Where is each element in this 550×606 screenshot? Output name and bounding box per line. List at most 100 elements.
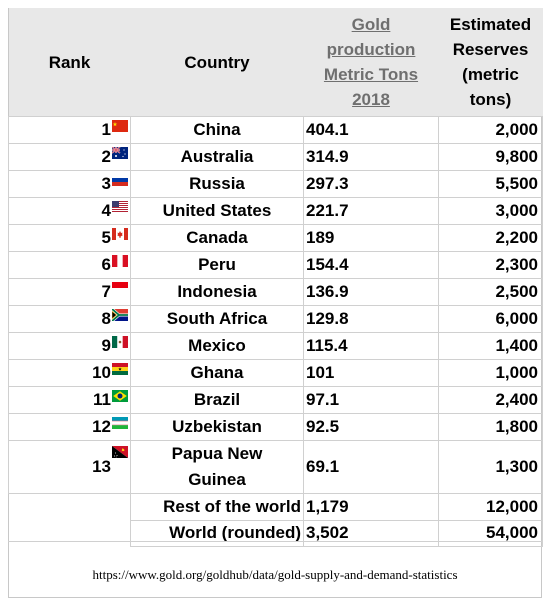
gold-production-cell: 136.9 bbox=[303, 278, 439, 306]
gold-production-cell: 115.4 bbox=[303, 332, 439, 360]
total-reserves-cell: 12,000 bbox=[438, 493, 543, 521]
south-africa-flag-icon bbox=[111, 306, 128, 322]
rank-header: Rank bbox=[8, 8, 131, 117]
country-name: Uzbekistan bbox=[172, 417, 262, 436]
country-cell: Russia bbox=[130, 170, 304, 198]
rank-number: 2 bbox=[101, 147, 111, 167]
country-cell: United States bbox=[130, 197, 304, 225]
usa-flag-icon bbox=[112, 198, 128, 213]
rank-number: 8 bbox=[101, 309, 111, 329]
rank-cell: 10 bbox=[8, 359, 131, 387]
reserves-header-line: Reserves bbox=[452, 40, 529, 59]
country-name: China bbox=[193, 120, 241, 139]
rank-cell: 5 bbox=[8, 224, 131, 252]
table-row: 5 Canada 189 2,200 bbox=[8, 224, 543, 252]
country-name: Russia bbox=[189, 174, 245, 193]
table-row: 8 South Africa 129.8 6,000 bbox=[8, 305, 543, 333]
table-row: 7 Indonesia 136.9 2,500 bbox=[8, 278, 543, 306]
table-row: 4 United States 221.7 3,000 bbox=[8, 197, 543, 225]
country-cell: Brazil bbox=[130, 386, 304, 414]
canada-flag-icon bbox=[112, 225, 128, 240]
ghana-flag-icon bbox=[112, 360, 128, 375]
country-cell: Canada bbox=[130, 224, 304, 252]
rank-cell: 1 bbox=[8, 116, 131, 144]
reserves-cell: 2,000 bbox=[438, 116, 543, 144]
reserves-header: Estimated Reserves (metric tons) bbox=[438, 8, 543, 117]
reserves-cell: 5,500 bbox=[438, 170, 543, 198]
reserves-cell: 6,000 bbox=[438, 305, 543, 333]
gold-header-line[interactable]: Metric Tons bbox=[323, 65, 419, 84]
country-cell: South Africa bbox=[130, 305, 304, 333]
rank-number: 13 bbox=[92, 457, 111, 477]
rank-number: 1 bbox=[101, 120, 111, 140]
rank-number: 6 bbox=[101, 255, 111, 275]
total-reserves-cell: 54,000 bbox=[438, 519, 543, 547]
reserves-header-line: tons) bbox=[469, 90, 512, 109]
rank-cell: 4 bbox=[8, 197, 131, 225]
reserves-header-line: Estimated bbox=[449, 15, 532, 34]
gold-production-cell: 101 bbox=[303, 359, 439, 387]
total-row: Rest of the world 1,179 12,000 bbox=[8, 493, 543, 521]
reserves-cell: 1,800 bbox=[438, 413, 543, 441]
gold-production-cell: 69.1 bbox=[303, 440, 439, 494]
total-row: World (rounded) 3,502 54,000 bbox=[8, 519, 543, 547]
peru-flag-icon bbox=[112, 252, 128, 267]
reserves-cell: 2,500 bbox=[438, 278, 543, 306]
table-row: 9 Mexico 115.4 1,400 bbox=[8, 332, 543, 360]
gold-production-table: Rank Country Gold production Metric Tons… bbox=[8, 8, 543, 547]
brazil-flag-icon bbox=[112, 387, 128, 402]
rank-cell: 2 bbox=[8, 143, 131, 171]
rank-cell: 3 bbox=[8, 170, 131, 198]
reserves-cell: 1,400 bbox=[438, 332, 543, 360]
china-flag-icon bbox=[112, 117, 128, 132]
table-row: 10 Ghana 101 1,000 bbox=[8, 359, 543, 387]
table-row: 11 Brazil 97.1 2,400 bbox=[8, 386, 543, 414]
rank-cell: 6 bbox=[8, 251, 131, 279]
gold-production-cell: 221.7 bbox=[303, 197, 439, 225]
total-gold-cell: 1,179 bbox=[303, 493, 439, 521]
reserves-cell: 3,000 bbox=[438, 197, 543, 225]
reserves-cell: 2,400 bbox=[438, 386, 543, 414]
empty-cell bbox=[8, 493, 131, 520]
total-gold-cell: 3,502 bbox=[303, 519, 439, 547]
gold-header-line[interactable]: production bbox=[326, 40, 416, 59]
table-body: 1 China 404.1 2,000 2 Australia 314.9 9,800 3 Rus… bbox=[8, 116, 543, 547]
country-cell: Uzbekistan bbox=[130, 413, 304, 441]
reserves-cell: 9,800 bbox=[438, 143, 543, 171]
country-cell: China bbox=[130, 116, 304, 144]
rank-number: 11 bbox=[93, 390, 111, 410]
table-row: 13 Papua New Guinea 69.1 1,300 bbox=[8, 440, 543, 494]
gold-production-cell: 154.4 bbox=[303, 251, 439, 279]
empty-cell bbox=[8, 520, 131, 547]
total-label: Rest of the world bbox=[130, 493, 304, 521]
gold-production-cell: 189 bbox=[303, 224, 439, 252]
rank-cell: 11 bbox=[8, 386, 131, 414]
gold-production-cell: 314.9 bbox=[303, 143, 439, 171]
country-cell: Indonesia bbox=[130, 278, 304, 306]
table-row: 1 China 404.1 2,000 bbox=[8, 116, 543, 144]
rank-cell: 7 bbox=[8, 278, 131, 306]
country-name: Indonesia bbox=[177, 282, 257, 301]
header-row: Rank Country Gold production Metric Tons… bbox=[8, 8, 543, 117]
country-name: Ghana bbox=[190, 363, 244, 382]
country-cell: Mexico bbox=[130, 332, 304, 360]
gold-production-cell: 92.5 bbox=[303, 413, 439, 441]
gold-header-line[interactable]: 2018 bbox=[352, 90, 390, 109]
country-name: Peru bbox=[198, 255, 236, 274]
rank-cell: 8 bbox=[8, 305, 131, 333]
country-header: Country bbox=[130, 8, 304, 117]
rank-cell: 12 bbox=[8, 413, 131, 441]
gold-header-line[interactable]: Gold bbox=[351, 15, 391, 34]
reserves-cell: 2,300 bbox=[438, 251, 543, 279]
table-row: 2 Australia 314.9 9,800 bbox=[8, 143, 543, 171]
rank-number: 12 bbox=[92, 417, 111, 437]
country-cell: Peru bbox=[130, 251, 304, 279]
country-name: United States bbox=[162, 201, 272, 220]
reserves-header-line: (metric bbox=[462, 65, 519, 84]
total-label: World (rounded) bbox=[130, 519, 304, 547]
rank-number: 4 bbox=[101, 201, 111, 221]
rank-number: 3 bbox=[101, 174, 111, 194]
papua-new-guinea-flag-icon bbox=[112, 443, 128, 458]
country-name: Mexico bbox=[188, 336, 246, 355]
gold-production-header[interactable]: Gold production Metric Tons 2018 bbox=[303, 8, 439, 117]
